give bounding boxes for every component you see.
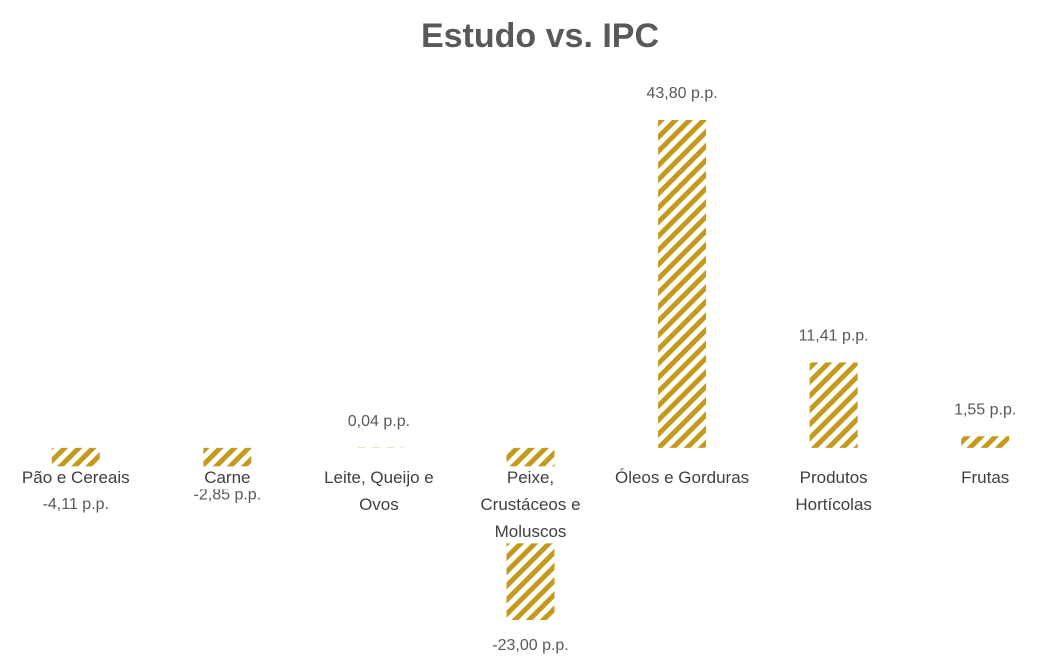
bar bbox=[203, 447, 252, 470]
value-label: -23,00 p.p. bbox=[492, 637, 569, 654]
bar bbox=[961, 436, 1010, 448]
value-label: 0,04 p.p. bbox=[348, 413, 410, 430]
category-label-group: Produtos Hortícolas bbox=[791, 466, 876, 517]
label-background bbox=[957, 466, 1014, 490]
label-background bbox=[791, 466, 876, 517]
label-background bbox=[610, 466, 754, 490]
value-label: 1,55 p.p. bbox=[954, 401, 1016, 418]
x-tick-label: Peixe, Crustáceos e Moluscos bbox=[480, 468, 580, 541]
label-background bbox=[476, 466, 585, 544]
category-label-group: Leite, Queijo e Ovos bbox=[320, 466, 438, 517]
category-label-group: Frutas bbox=[957, 466, 1014, 490]
bar bbox=[809, 362, 858, 448]
value-label: 43,80 p.p. bbox=[646, 85, 717, 102]
label-background bbox=[17, 466, 134, 490]
x-tick-label: Leite, Queijo e Ovos bbox=[324, 468, 434, 514]
x-tick-label: Óleos e Gorduras bbox=[615, 468, 749, 487]
category-label-group: Peixe, Crustáceos e Moluscos bbox=[476, 466, 585, 544]
category-label-group: Carne bbox=[200, 466, 255, 490]
category-label-group: Óleos e Gorduras bbox=[610, 466, 754, 490]
value-label: -4,11 p.p. bbox=[43, 496, 109, 513]
x-tick-label: Produtos Hortícolas bbox=[795, 468, 872, 514]
label-background bbox=[200, 466, 255, 490]
chart-title: Estudo vs. IPC bbox=[421, 17, 659, 55]
x-tick-label: Pão e Cereais bbox=[22, 468, 130, 487]
category-label-group: Pão e Cereais bbox=[17, 466, 134, 490]
bar bbox=[658, 119, 707, 448]
value-label: -2,85 p.p. bbox=[194, 486, 262, 503]
x-tick-label: Carne bbox=[204, 468, 250, 487]
value-label: 11,41 p.p. bbox=[799, 328, 869, 345]
x-tick-label: Frutas bbox=[961, 468, 1009, 487]
label-background bbox=[320, 466, 438, 517]
